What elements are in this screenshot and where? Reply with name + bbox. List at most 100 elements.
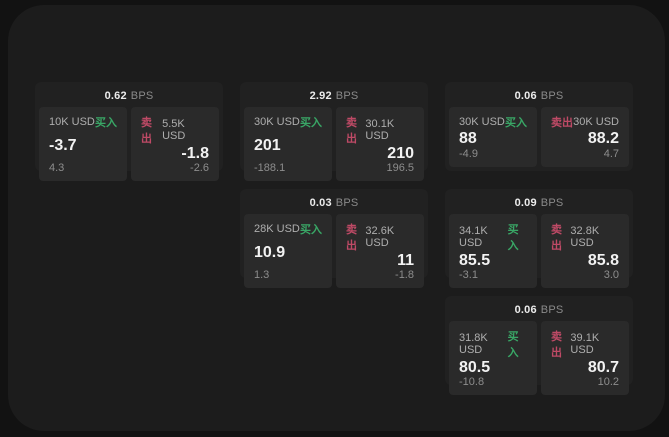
sell-delta: 196.5 [386, 162, 414, 174]
bps-value: 0.62 [104, 90, 127, 102]
buy-panel[interactable]: 31.8K USD 买入 80.5 -10.8 [449, 321, 537, 395]
card-header: 0.03 BPS [244, 193, 424, 214]
bps-value: 0.03 [309, 197, 332, 209]
card-header: 0.62 BPS [39, 86, 219, 107]
sell-delta: 10.2 [597, 376, 619, 388]
sell-delta: 4.7 [603, 148, 619, 160]
card-panels: 30K USD 买入 201 -188.1 卖出 30.1K USD 210 1… [244, 107, 424, 181]
sell-amount: 30K USD [573, 116, 619, 128]
bps-unit-label: BPS [540, 304, 564, 316]
sell-panel[interactable]: 卖出 32.8K USD 85.8 3.0 [541, 214, 629, 288]
buy-panel-header: 28K USD 买入 [254, 221, 322, 237]
buy-panel[interactable]: 30K USD 买入 201 -188.1 [244, 107, 332, 181]
quote-column-1: 0.62 BPS 10K USD 买入 -3.7 4.3 卖出 5.5K USD … [35, 82, 223, 181]
sell-label: 卖出 [141, 117, 152, 145]
buy-panel-header: 34.1K USD 买入 [459, 221, 527, 253]
quote-column-3: 0.06 BPS 30K USD 买入 88 -4.9 卖出 30K USD 88… [445, 82, 633, 395]
quote-column-2: 2.92 BPS 30K USD 买入 201 -188.1 卖出 30.1K U… [240, 82, 428, 288]
sell-label: 卖出 [551, 117, 573, 129]
sell-panel-header: 卖出 30.1K USD [346, 114, 414, 146]
sell-panel[interactable]: 卖出 32.6K USD 11 -1.8 [336, 214, 424, 288]
sell-panel-header: 卖出 39.1K USD [551, 328, 619, 360]
sell-delta: -2.6 [190, 162, 209, 174]
buy-panel[interactable]: 30K USD 买入 88 -4.9 [449, 107, 537, 167]
quote-card[interactable]: 0.09 BPS 34.1K USD 买入 85.5 -3.1 卖出 32.8K … [445, 189, 633, 288]
quote-card[interactable]: 0.06 BPS 30K USD 买入 88 -4.9 卖出 30K USD 88… [445, 82, 633, 171]
buy-amount: 30K USD [459, 116, 505, 128]
sell-price: 11 [397, 252, 414, 269]
card-panels: 28K USD 买入 10.9 1.3 卖出 32.6K USD 11 -1.8 [244, 214, 424, 288]
buy-panel[interactable]: 34.1K USD 买入 85.5 -3.1 [449, 214, 537, 288]
sell-label: 卖出 [551, 224, 562, 252]
card-header: 0.06 BPS [449, 86, 629, 107]
sell-label: 卖出 [346, 224, 357, 252]
sell-panel-header: 卖出 32.8K USD [551, 221, 619, 253]
card-panels: 10K USD 买入 -3.7 4.3 卖出 5.5K USD -1.8 -2.… [39, 107, 219, 181]
buy-panel-header: 31.8K USD 买入 [459, 328, 527, 360]
buy-panel-header: 10K USD 买入 [49, 114, 117, 130]
buy-label: 买入 [95, 117, 117, 129]
buy-delta: -188.1 [254, 162, 286, 174]
card-panels: 31.8K USD 买入 80.5 -10.8 卖出 39.1K USD 80.… [449, 321, 629, 395]
bps-value: 0.06 [514, 90, 537, 102]
sell-amount: 32.8K USD [570, 225, 600, 249]
quote-grid: 0.62 BPS 10K USD 买入 -3.7 4.3 卖出 5.5K USD … [35, 82, 633, 395]
bps-unit-label: BPS [540, 197, 564, 209]
sell-amount: 32.6K USD [365, 225, 395, 249]
card-header: 0.09 BPS [449, 193, 629, 214]
bps-value: 2.92 [309, 90, 332, 102]
sell-panel-header: 卖出 5.5K USD [141, 114, 209, 146]
buy-amount: 28K USD [254, 223, 300, 235]
sell-amount: 30.1K USD [365, 118, 395, 142]
bps-unit-label: BPS [130, 90, 154, 102]
quote-card[interactable]: 0.03 BPS 28K USD 买入 10.9 1.3 卖出 32.6K USD… [240, 189, 428, 288]
card-panels: 34.1K USD 买入 85.5 -3.1 卖出 32.8K USD 85.8… [449, 214, 629, 288]
card-panels: 30K USD 买入 88 -4.9 卖出 30K USD 88.2 4.7 [449, 107, 629, 167]
bps-value: 0.06 [514, 304, 537, 316]
card-header: 2.92 BPS [244, 86, 424, 107]
sell-label: 卖出 [551, 331, 562, 359]
buy-delta: -3.1 [459, 269, 478, 281]
buy-price: 85.5 [459, 252, 491, 269]
buy-label: 买入 [300, 117, 322, 129]
buy-label: 买入 [505, 117, 527, 129]
buy-panel-header: 30K USD 买入 [254, 114, 322, 130]
quote-card[interactable]: 0.06 BPS 31.8K USD 买入 80.5 -10.8 卖出 39.1K… [445, 296, 633, 395]
buy-amount: 31.8K USD [459, 332, 488, 356]
sell-price: 80.7 [587, 359, 619, 376]
buy-label: 买入 [507, 224, 519, 252]
card-header: 0.06 BPS [449, 300, 629, 321]
buy-label: 买入 [507, 331, 519, 359]
quote-card[interactable]: 0.62 BPS 10K USD 买入 -3.7 4.3 卖出 5.5K USD … [35, 82, 223, 181]
buy-delta: -4.9 [459, 148, 478, 160]
sell-panel[interactable]: 卖出 30.1K USD 210 196.5 [336, 107, 424, 181]
sell-amount: 39.1K USD [570, 332, 600, 356]
bps-unit-label: BPS [335, 197, 359, 209]
sell-price: -1.8 [181, 145, 209, 162]
buy-panel-header: 30K USD 买入 [459, 114, 527, 130]
buy-delta: 4.3 [49, 162, 65, 174]
bps-value: 0.09 [514, 197, 537, 209]
sell-price: 85.8 [587, 252, 619, 269]
sell-panel[interactable]: 卖出 39.1K USD 80.7 10.2 [541, 321, 629, 395]
buy-delta: -10.8 [459, 376, 485, 388]
buy-price: 88 [459, 130, 477, 147]
buy-panel[interactable]: 10K USD 买入 -3.7 4.3 [39, 107, 127, 181]
sell-price: 210 [387, 145, 414, 162]
buy-price: -3.7 [49, 137, 77, 154]
sell-panel[interactable]: 卖出 5.5K USD -1.8 -2.6 [131, 107, 219, 181]
sell-delta: 3.0 [603, 269, 619, 281]
sell-panel[interactable]: 卖出 30K USD 88.2 4.7 [541, 107, 629, 167]
buy-amount: 10K USD [49, 116, 95, 128]
buy-delta: 1.3 [254, 269, 270, 281]
buy-panel[interactable]: 28K USD 买入 10.9 1.3 [244, 214, 332, 288]
buy-price: 80.5 [459, 359, 491, 376]
bps-unit-label: BPS [540, 90, 564, 102]
buy-amount: 34.1K USD [459, 225, 488, 249]
sell-price: 88.2 [587, 130, 619, 147]
sell-label: 卖出 [346, 117, 357, 145]
bps-unit-label: BPS [335, 90, 359, 102]
sell-panel-header: 卖出 30K USD [551, 114, 619, 130]
quote-card[interactable]: 2.92 BPS 30K USD 买入 201 -188.1 卖出 30.1K U… [240, 82, 428, 181]
